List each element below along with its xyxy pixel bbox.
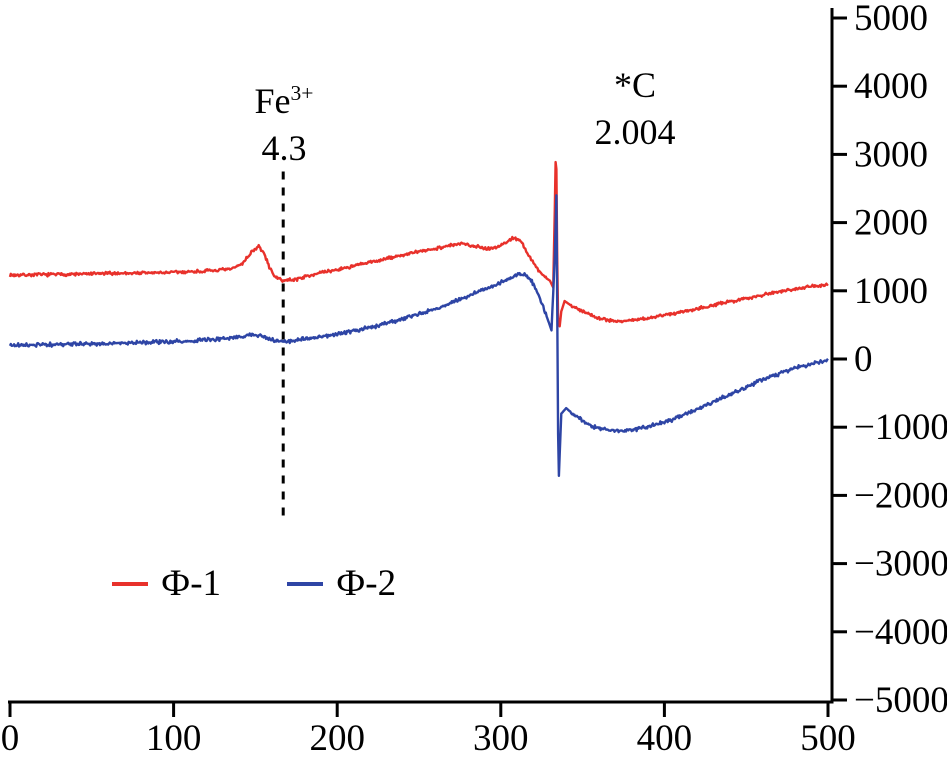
x-tick-label: 100: [146, 718, 202, 759]
y-tick-label: −5000: [854, 680, 947, 721]
y-tick-label: 2000: [854, 203, 928, 244]
legend: Ф-1 Ф-2: [112, 562, 396, 605]
series-line-1: [8, 194, 829, 477]
carbon-annotation: *C 2.004: [540, 62, 730, 156]
legend-swatch-f2: [287, 581, 324, 586]
fe-annotation: Fe3+ 4.3: [203, 78, 365, 172]
x-tick-label: 500: [800, 718, 856, 759]
carbon-annotation-value: 2.004: [594, 111, 676, 152]
series-line-0: [8, 160, 829, 328]
x-tick-label: 0: [1, 718, 20, 759]
fe-annotation-value: 4.3: [261, 127, 307, 168]
y-tick-label: 5000: [854, 0, 928, 39]
legend-label-f2: Ф-2: [336, 563, 397, 604]
legend-swatch-f1: [112, 581, 148, 586]
x-tick-label: 400: [637, 718, 693, 759]
y-tick-label: −3000: [854, 544, 947, 585]
y-tick-label: −1000: [854, 407, 947, 448]
fe-annotation-label: Fe3+: [254, 81, 314, 121]
legend-item-f2: Ф-2: [287, 562, 396, 605]
legend-item-f1: Ф-1: [112, 562, 221, 605]
y-tick-label: −2000: [854, 475, 947, 516]
carbon-annotation-label: *C: [613, 65, 656, 105]
y-tick-label: 4000: [854, 66, 928, 107]
y-tick-label: 1000: [854, 271, 928, 312]
y-tick-label: 0: [854, 339, 873, 380]
x-tick-label: 200: [309, 718, 365, 759]
x-tick-label: 300: [473, 718, 529, 759]
y-tick-label: 3000: [854, 134, 928, 175]
legend-label-f1: Ф-1: [161, 563, 222, 604]
y-tick-label: −4000: [854, 612, 947, 653]
